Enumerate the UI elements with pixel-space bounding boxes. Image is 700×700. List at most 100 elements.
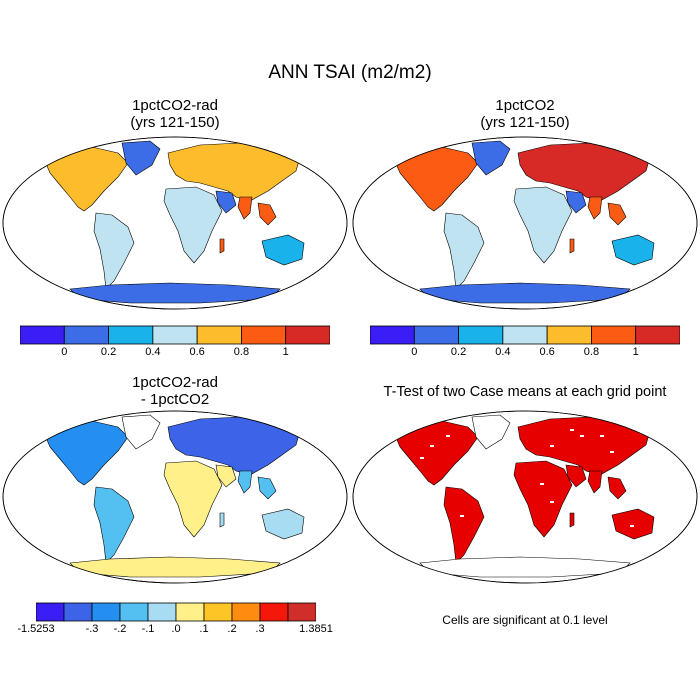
land-greenland — [121, 140, 161, 176]
land-madagascar — [569, 512, 575, 528]
land-northAmerica — [393, 420, 479, 486]
land-madagascar — [219, 512, 225, 528]
land-greenland — [471, 140, 511, 176]
colorbar-swatch — [241, 325, 287, 345]
land-africa — [513, 460, 573, 538]
colorbar-tick-label: 0.2 — [100, 346, 117, 358]
land-arabia — [565, 464, 587, 488]
colorbar-swatch — [413, 325, 459, 345]
panel-2-title-line1: 1pctCO2 — [495, 97, 555, 114]
land-australia — [611, 234, 655, 266]
panel-1-title-line1: 1pctCO2-rad — [132, 97, 218, 114]
land-australia — [261, 234, 305, 266]
colorbar-swatch — [63, 602, 93, 622]
colorbar-swatch — [20, 325, 65, 345]
land-southAmerica — [443, 486, 485, 564]
land-seAsia — [607, 476, 627, 500]
land-india — [237, 470, 253, 494]
colorbar-tick-label: .0 — [171, 623, 181, 635]
colorbar-swatch — [196, 325, 242, 345]
colorbar-tick-label: 0.8 — [583, 346, 600, 358]
colorbar-panel-3-labels: -1.5253 -.3 -.2 -.1 .0 .1 .2 .3 1.3851 — [0, 623, 350, 639]
panel-2-title-line2: (yrs 121-150) — [480, 114, 570, 131]
land-arabia — [215, 190, 237, 214]
land-africa — [513, 186, 573, 264]
colorbar-swatch — [635, 325, 680, 345]
land-northAmerica — [43, 146, 129, 212]
colorbar-panel-1-labels: 0 0.2 0.4 0.6 0.8 1 — [0, 346, 350, 362]
land-arabia — [215, 464, 237, 488]
colorbar-tick-label: -.1 — [141, 623, 155, 635]
colorbar-swatch — [546, 325, 592, 345]
colorbar-tick-label: -.3 — [85, 623, 99, 635]
land-india — [237, 196, 253, 220]
land-arabia — [565, 190, 587, 214]
colorbar-swatch — [502, 325, 548, 345]
land-seAsia — [607, 202, 627, 226]
colorbar-panel-2 — [370, 325, 680, 345]
colorbar-swatch — [285, 325, 330, 345]
land-greenland — [471, 414, 511, 450]
colorbar-tick-label: -.2 — [113, 623, 127, 635]
colorbar-swatch — [203, 602, 233, 622]
colorbar-swatch — [63, 325, 109, 345]
colorbar-tick-label: .3 — [255, 623, 265, 635]
colorbar-tick-label: 0.2 — [450, 346, 467, 358]
land-africa — [163, 460, 223, 538]
panel-3-title: 1pctCO2-rad - 1pctCO2 — [25, 374, 325, 408]
panel-4-title: T-Test of two Case means at each grid po… — [383, 384, 667, 400]
colorbar-swatch — [591, 325, 637, 345]
panel-2-title: 1pctCO2 (yrs 121-150) — [375, 97, 675, 131]
land-southAmerica — [93, 212, 135, 290]
colorbar-tick-label: 1.3851 — [299, 623, 333, 635]
colorbar-swatch — [231, 602, 261, 622]
colorbar-swatch — [152, 325, 198, 345]
land-southAmerica — [93, 486, 135, 564]
colorbar-tick-label: 0.6 — [539, 346, 555, 358]
land-madagascar — [219, 238, 225, 254]
colorbar-swatch — [91, 602, 121, 622]
colorbar-swatch — [287, 602, 316, 622]
colorbar-swatch — [458, 325, 504, 345]
significance-note: Cells are significant at 0.1 level — [442, 613, 608, 627]
panel-3-title-line1: 1pctCO2-rad — [132, 374, 218, 391]
colorbar-panel-1 — [20, 325, 330, 345]
land-africa — [163, 186, 223, 264]
land-seAsia — [257, 476, 277, 500]
land-madagascar — [569, 238, 575, 254]
land-india — [587, 196, 603, 220]
colorbar-tick-label: 0.4 — [145, 346, 161, 358]
colorbar-tick-label: .1 — [199, 623, 209, 635]
colorbar-tick-label: 0 — [61, 346, 68, 358]
land-australia — [261, 508, 305, 540]
colorbar-swatch — [36, 602, 65, 622]
land-southAmerica — [443, 212, 485, 290]
map-panel-3 — [2, 410, 348, 584]
land-seAsia — [257, 202, 277, 226]
colorbar-tick-label: 0 — [411, 346, 418, 358]
panel-3-title-line2: - 1pctCO2 — [140, 391, 210, 408]
colorbar-swatch — [175, 602, 205, 622]
panel-1-title: 1pctCO2-rad (yrs 121-150) — [25, 97, 325, 131]
colorbar-tick-label: 0.8 — [233, 346, 250, 358]
map-panel-4 — [352, 410, 698, 584]
colorbar-tick-label: 0.4 — [495, 346, 511, 358]
colorbar-tick-label: 1 — [632, 346, 639, 358]
colorbar-swatch — [370, 325, 415, 345]
land-australia — [611, 508, 655, 540]
colorbar-tick-label: 1 — [282, 346, 289, 358]
colorbar-panel-2-labels: 0 0.2 0.4 0.6 0.8 1 — [350, 346, 700, 362]
land-northAmerica — [43, 420, 129, 486]
colorbar-swatch — [147, 602, 177, 622]
map-panel-2 — [352, 136, 698, 310]
panel-1-title-line2: (yrs 121-150) — [130, 114, 220, 131]
colorbar-panel-3 — [36, 602, 316, 622]
land-greenland — [121, 414, 161, 450]
land-northAmerica — [393, 146, 479, 212]
colorbar-swatch — [259, 602, 289, 622]
colorbar-swatch — [119, 602, 149, 622]
figure-title: ANN TSAI (m2/m2) — [268, 62, 432, 83]
colorbar-tick-label: .2 — [227, 623, 237, 635]
land-india — [587, 470, 603, 494]
colorbar-tick-label: -1.5253 — [17, 623, 55, 635]
